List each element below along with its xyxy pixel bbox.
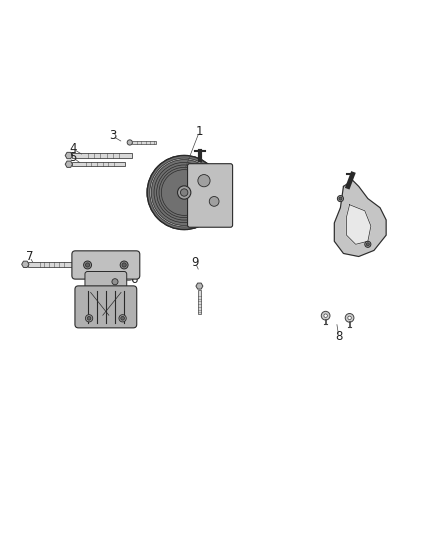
Circle shape	[321, 311, 330, 320]
Circle shape	[198, 175, 210, 187]
FancyBboxPatch shape	[85, 271, 127, 294]
Polygon shape	[72, 162, 125, 166]
FancyBboxPatch shape	[75, 286, 137, 328]
Circle shape	[152, 161, 216, 224]
Text: 5: 5	[70, 151, 77, 164]
Circle shape	[85, 263, 90, 267]
Circle shape	[122, 263, 126, 267]
Circle shape	[160, 168, 208, 216]
Circle shape	[158, 166, 210, 219]
Circle shape	[209, 197, 219, 206]
Circle shape	[161, 169, 207, 215]
Polygon shape	[65, 161, 73, 167]
Circle shape	[154, 163, 214, 223]
Polygon shape	[21, 261, 29, 268]
Circle shape	[120, 261, 128, 269]
Circle shape	[127, 140, 132, 145]
Polygon shape	[346, 205, 371, 244]
Circle shape	[85, 314, 93, 322]
Text: 4: 4	[70, 142, 77, 156]
Circle shape	[160, 168, 208, 217]
Text: 6: 6	[131, 273, 138, 286]
Text: 8: 8	[335, 329, 343, 343]
Polygon shape	[198, 289, 201, 314]
Text: 3: 3	[109, 130, 116, 142]
Circle shape	[155, 164, 213, 222]
Circle shape	[152, 161, 216, 224]
Circle shape	[155, 163, 214, 222]
Circle shape	[177, 186, 191, 199]
Circle shape	[150, 158, 219, 227]
FancyBboxPatch shape	[187, 164, 233, 227]
FancyBboxPatch shape	[72, 251, 140, 279]
Circle shape	[159, 167, 209, 217]
Text: 9: 9	[191, 256, 199, 269]
Text: 2: 2	[344, 186, 351, 199]
Circle shape	[87, 317, 91, 320]
Circle shape	[337, 196, 343, 201]
Circle shape	[159, 168, 209, 217]
Circle shape	[157, 166, 211, 220]
Circle shape	[121, 317, 124, 320]
Circle shape	[151, 159, 217, 225]
Polygon shape	[132, 141, 156, 144]
Circle shape	[345, 313, 354, 322]
Circle shape	[339, 197, 342, 200]
Polygon shape	[334, 180, 386, 256]
Text: 1: 1	[196, 125, 203, 138]
Text: 7: 7	[26, 251, 33, 263]
Circle shape	[365, 241, 371, 247]
Circle shape	[152, 160, 217, 225]
Circle shape	[150, 158, 219, 227]
Circle shape	[147, 156, 221, 230]
Polygon shape	[72, 154, 132, 158]
Circle shape	[119, 314, 126, 322]
Circle shape	[157, 165, 212, 220]
Circle shape	[155, 164, 213, 221]
Circle shape	[148, 157, 220, 228]
Circle shape	[324, 314, 327, 318]
Circle shape	[112, 279, 118, 285]
Polygon shape	[65, 152, 73, 159]
Polygon shape	[28, 262, 73, 266]
Polygon shape	[196, 283, 203, 289]
Circle shape	[158, 166, 211, 219]
Circle shape	[84, 261, 92, 269]
Circle shape	[180, 189, 188, 196]
Circle shape	[366, 243, 369, 246]
Circle shape	[348, 316, 351, 320]
